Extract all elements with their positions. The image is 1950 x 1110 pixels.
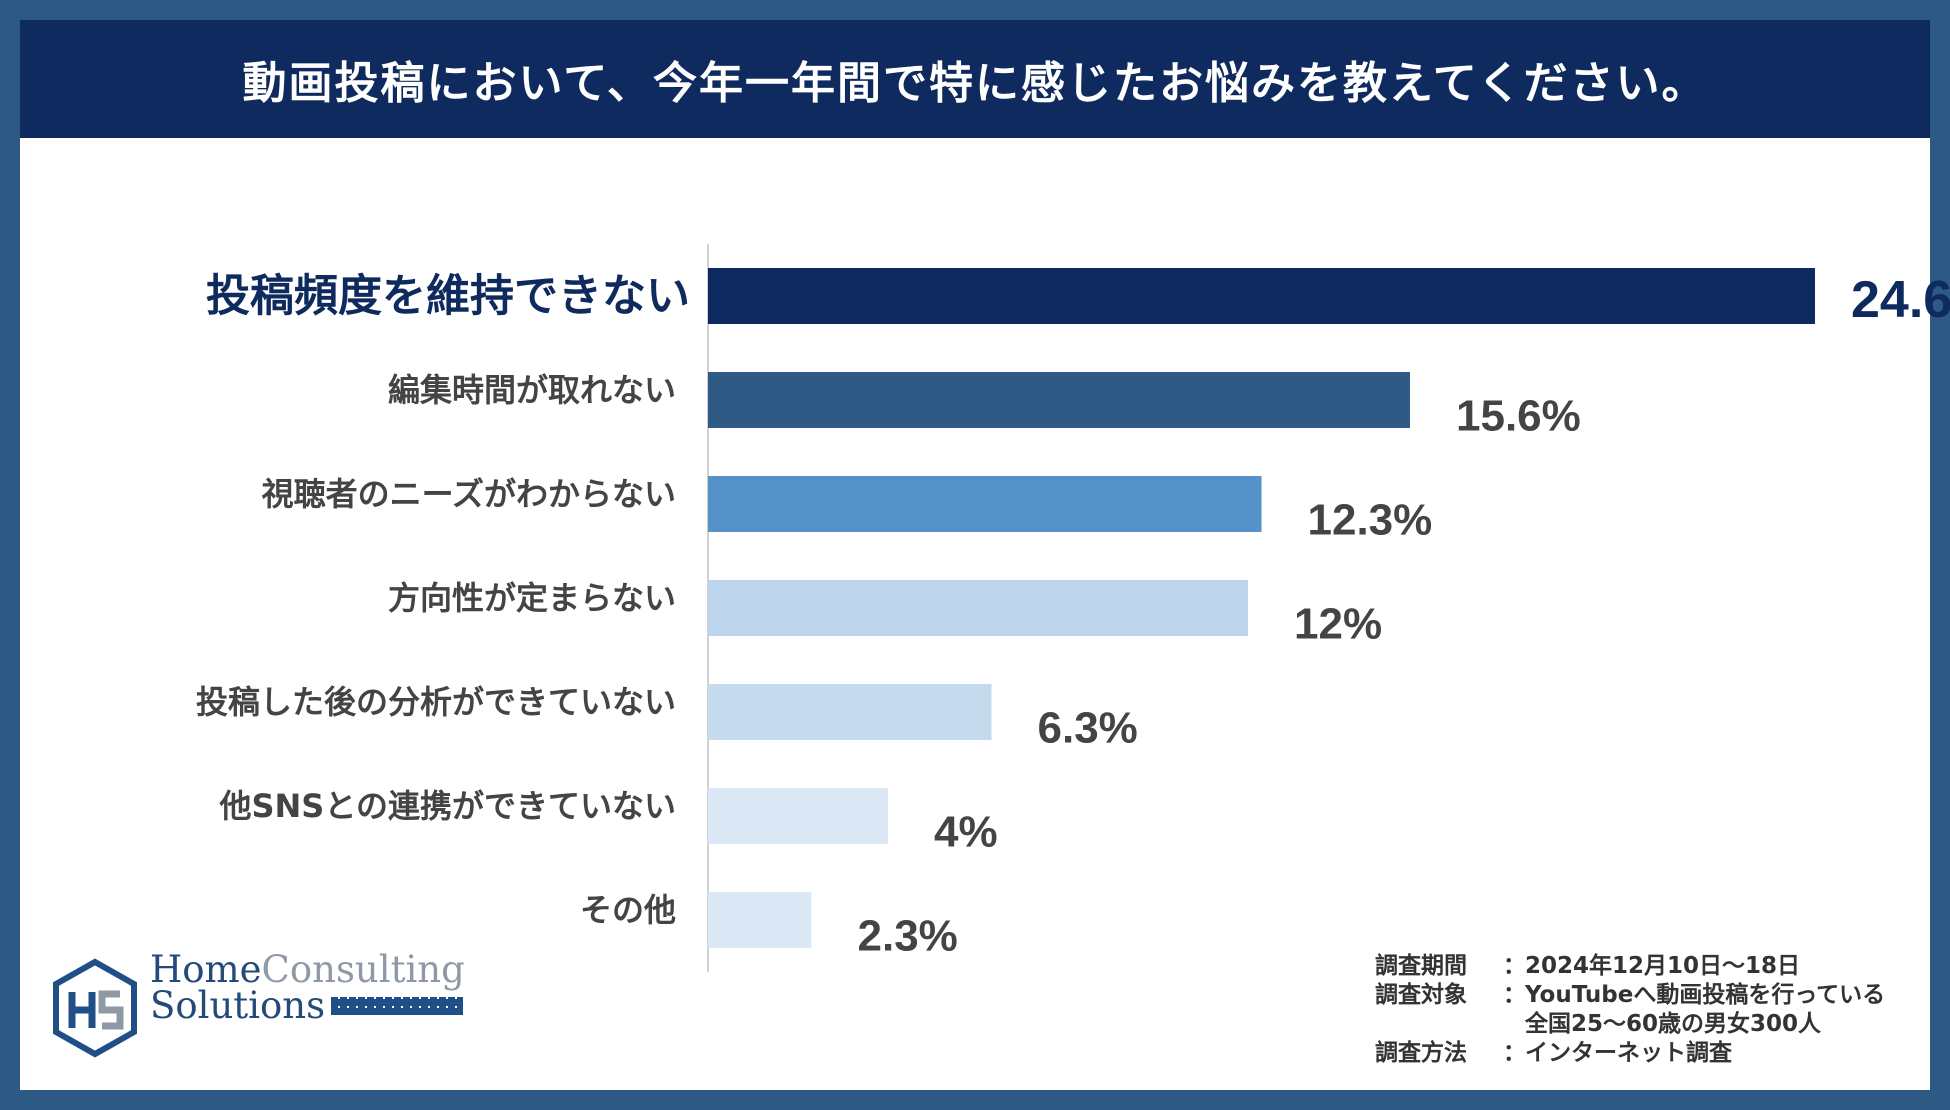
- value-label-4: 6.3%: [1038, 704, 1138, 753]
- logo-home: Home: [150, 948, 262, 991]
- value-label-0: 24.6%: [1851, 271, 1950, 329]
- bar-4: [708, 684, 992, 740]
- value-label-6: 2.3%: [858, 912, 958, 961]
- company-logo: HomeConsulting Solutions: [30, 951, 480, 1072]
- category-label-1: 編集時間が取れない: [388, 371, 676, 409]
- survey-method-row: 調査方法 ： インターネット調査: [1375, 1039, 1885, 1068]
- logo-wordmark: HomeConsulting Solutions: [150, 951, 465, 1027]
- chart-title: 動画投稿において、今年一年間で特に感じたお悩みを教えてください。: [242, 58, 1708, 109]
- logo-dot-pattern: [331, 997, 464, 1015]
- survey-target-row-2: 全国25〜60歳の男女300人: [1375, 1010, 1885, 1039]
- survey-target-value-1: YouTubeへ動画投稿を行っている: [1525, 982, 1886, 1008]
- category-label-3: 方向性が定まらない: [388, 579, 676, 617]
- value-label-1: 15.6%: [1456, 392, 1581, 441]
- survey-period-value: 2024年12月10日〜18日: [1525, 953, 1801, 979]
- bar-1: [708, 372, 1410, 428]
- survey-period-label: 調査期間: [1375, 953, 1467, 979]
- value-label-5: 4%: [934, 808, 998, 857]
- hcs-logo-icon: [53, 958, 137, 1058]
- value-label-3: 12%: [1294, 600, 1382, 649]
- survey-method-value: インターネット調査: [1525, 1040, 1732, 1066]
- survey-target-label: 調査対象: [1375, 982, 1467, 1008]
- survey-period-colon: ：: [1503, 953, 1526, 979]
- survey-info: 調査期間 ： 2024年12月10日〜18日 調査対象 ： YouTubeへ動画…: [1375, 952, 1885, 1068]
- survey-target-value-2: 全国25〜60歳の男女300人: [1525, 1011, 1822, 1037]
- bar-2: [708, 476, 1262, 532]
- category-label-6: その他: [580, 891, 676, 929]
- logo-solutions: Solutions: [150, 984, 326, 1027]
- category-label-4: 投稿した後の分析ができていない: [196, 683, 676, 721]
- survey-method-colon: ：: [1503, 1040, 1526, 1066]
- logo-consulting: Consulting: [261, 948, 465, 991]
- bar-0: [708, 268, 1815, 324]
- bar-6: [708, 892, 812, 948]
- title-banner: 動画投稿において、今年一年間で特に感じたお悩みを教えてください。: [20, 20, 1930, 138]
- survey-target-row: 調査対象 ： YouTubeへ動画投稿を行っている: [1375, 981, 1885, 1010]
- bar-3: [708, 580, 1248, 636]
- value-label-2: 12.3%: [1308, 496, 1433, 545]
- survey-period-row: 調査期間 ： 2024年12月10日〜18日: [1375, 952, 1885, 981]
- category-label-2: 視聴者のニーズがわからない: [262, 475, 676, 513]
- category-label-0: 投稿頻度を維持できない: [206, 271, 690, 322]
- survey-method-label: 調査方法: [1375, 1040, 1467, 1066]
- bar-5: [708, 788, 888, 844]
- survey-target-colon: ：: [1503, 982, 1526, 1008]
- category-label-5: 他SNSとの連携ができていない: [218, 787, 676, 825]
